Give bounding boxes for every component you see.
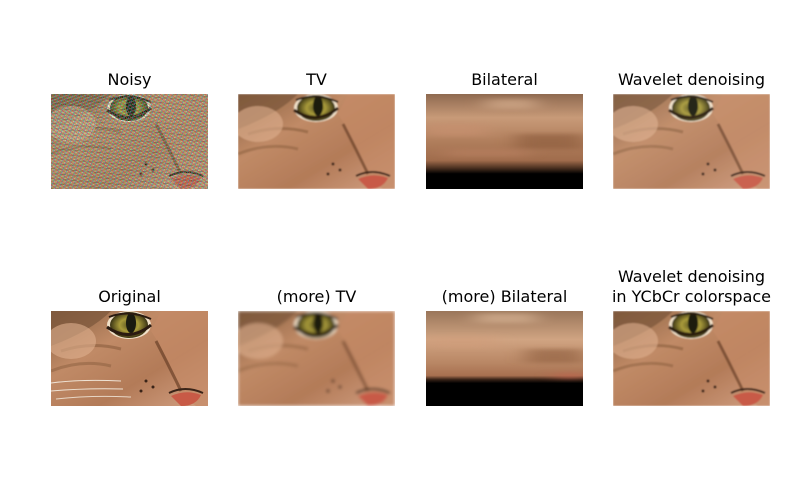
wavelet-ycbcr-image xyxy=(613,311,770,406)
panel-title-more-bilateral: (more) Bilateral xyxy=(441,287,568,306)
panel-title-bilateral: Bilateral xyxy=(471,70,538,89)
panel-title-wavelet-ycbcr: Wavelet denoising in YCbCr colorspace xyxy=(611,267,772,306)
panel-title-wavelet: Wavelet denoising xyxy=(617,70,765,89)
noise-overlay xyxy=(51,94,208,189)
panel-title-original: Original xyxy=(98,287,161,306)
panel-original: Original xyxy=(51,287,208,406)
panel-title-noisy: Noisy xyxy=(107,70,152,89)
noisy-image xyxy=(51,94,208,189)
panel-wavelet-ycbcr: Wavelet denoising in YCbCr colorspace xyxy=(612,267,771,406)
wavelet-ycbcr-image-svg xyxy=(613,311,770,406)
panel-more-bilateral: (more) Bilateral xyxy=(426,287,583,406)
panel-bilateral: Bilateral xyxy=(426,70,583,189)
panel-wavelet: Wavelet denoising xyxy=(613,70,770,189)
bilateral-image-svg xyxy=(426,94,583,189)
wavelet-image-svg xyxy=(613,94,770,189)
panel-more-tv: (more) TV xyxy=(238,287,395,406)
original-image xyxy=(51,311,208,406)
tv-image-svg xyxy=(238,94,395,189)
panel-noisy: Noisy xyxy=(51,70,208,189)
original-image-svg xyxy=(51,311,208,406)
wavelet-image xyxy=(613,94,770,189)
more-tv-image-svg xyxy=(238,311,395,406)
more-bilateral-image-svg xyxy=(426,311,583,406)
panel-tv: TV xyxy=(238,70,395,189)
panel-title-tv: TV xyxy=(306,70,327,89)
panel-title-more-tv: (more) TV xyxy=(276,287,357,306)
more-bilateral-image xyxy=(426,311,583,406)
bilateral-image xyxy=(426,94,583,189)
tv-image xyxy=(238,94,395,189)
more-tv-image xyxy=(238,311,395,406)
